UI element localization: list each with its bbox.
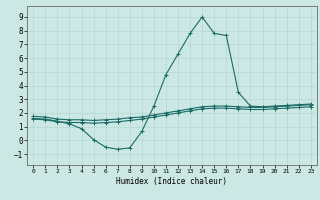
X-axis label: Humidex (Indice chaleur): Humidex (Indice chaleur): [116, 177, 228, 186]
